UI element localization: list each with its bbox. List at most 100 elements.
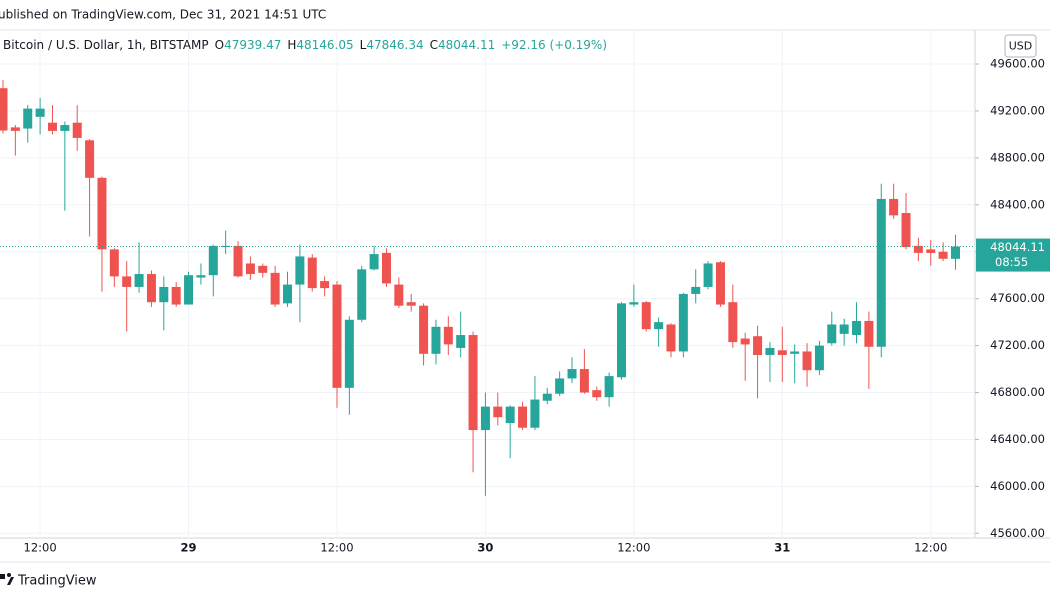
candle-body [332,284,342,388]
candle-body [480,406,490,431]
candle-body [171,286,181,305]
y-tick-label: 48800.00 [990,150,1045,164]
legend-line: Bitcoin / U.S. Dollar, 1h, BITSTAMP O4793… [3,38,607,52]
high-value: 48146.05 [296,38,353,52]
candle-body [901,213,911,248]
open-value: 47939.47 [224,38,281,52]
candle-body [23,108,33,129]
candle-body [419,305,429,354]
candle-body [790,351,800,354]
candle-body [691,286,701,294]
candle-body [208,245,218,276]
countdown-label: 08:55 [995,255,1028,269]
candle-body [60,125,70,131]
candle-body [122,276,132,287]
candle-body [72,122,82,138]
candle-body [196,275,206,278]
candle-body [283,284,293,304]
candle-body [938,251,948,259]
candle-body [814,345,824,371]
candle-body [270,272,280,305]
candle-body [47,122,57,131]
candle-body [530,399,540,428]
footer-brand: TradingView [17,574,97,589]
ohlc-letter: L [360,38,367,52]
candle-body [889,198,899,216]
y-tick-label: 45600.00 [990,526,1045,540]
candle-body [802,351,812,371]
published-note: ublished on TradingView.com, Dec 31, 202… [0,8,326,22]
candle-body [950,246,960,259]
candle-body [134,274,144,287]
y-tick-label: 46000.00 [990,479,1045,493]
y-tick-label: 46400.00 [990,432,1045,446]
candle-body [827,324,837,344]
candle-body [555,378,565,394]
candle-body [85,140,95,178]
x-tick-label: 12:00 [914,541,947,555]
candle-body [579,369,589,393]
x-tick-label: 30 [477,541,493,555]
candle-body [518,406,528,428]
candle-body [913,245,923,253]
low-value: 47846.34 [366,38,423,52]
y-tick-label: 46800.00 [990,385,1045,399]
candle-body [394,284,404,306]
currency-button[interactable] [1004,34,1037,58]
candle-body [864,320,874,347]
candle-body [233,245,243,277]
candle-body [740,338,750,345]
candle-body [654,322,664,330]
candle-body [703,263,713,287]
candle-body [728,302,738,343]
candle-body [443,326,453,345]
candle-body [617,303,626,378]
candle-body [295,256,305,285]
symbol-title: Bitcoin / U.S. Dollar, 1h, BITSTAMP [3,38,209,52]
candle-body [109,249,119,277]
grid: 45600.00 46000.00 46400.00 46800.00 47200.00… [0,30,1045,555]
x-tick-label: 12:00 [617,541,650,555]
logo-part [7,573,11,577]
candle-body [307,257,317,289]
candle-body [567,369,577,379]
candle-body [777,350,787,355]
x-tick-label: 31 [774,541,790,555]
candles [0,80,960,496]
candle-body [97,177,107,250]
close-value: 48044.11 [438,38,495,52]
ohlc-letter: H [287,38,296,52]
candle-body [344,319,354,388]
candle-body [10,127,20,131]
candle-body [852,320,862,336]
candle-body [604,376,614,398]
candle-body [876,198,886,347]
candle-body [629,302,639,305]
candle-body [493,406,503,418]
candle-body [146,274,156,303]
candle-body [926,249,936,253]
footer-logo [0,573,14,585]
candle-body [678,293,688,352]
x-tick-label: 12:00 [24,541,57,555]
candle-body [592,390,602,398]
candle-body [184,275,194,305]
candle-body [0,88,8,131]
candle-body [159,286,169,303]
y-tick-label: 47200.00 [990,338,1045,352]
candle-body [753,336,763,355]
ohlc-letter: C [430,38,438,52]
currency-label[interactable]: USD [1009,40,1033,53]
candle-body [406,302,416,306]
x-tick-label: 12:00 [320,541,353,555]
y-tick-label: 47600.00 [990,291,1045,305]
candle-body [357,269,367,320]
last-price-box [976,238,1050,272]
candle-body [765,347,775,355]
logo-part [7,577,14,585]
candle-body [431,326,441,354]
last-price-label: 48044.11 [990,240,1045,254]
